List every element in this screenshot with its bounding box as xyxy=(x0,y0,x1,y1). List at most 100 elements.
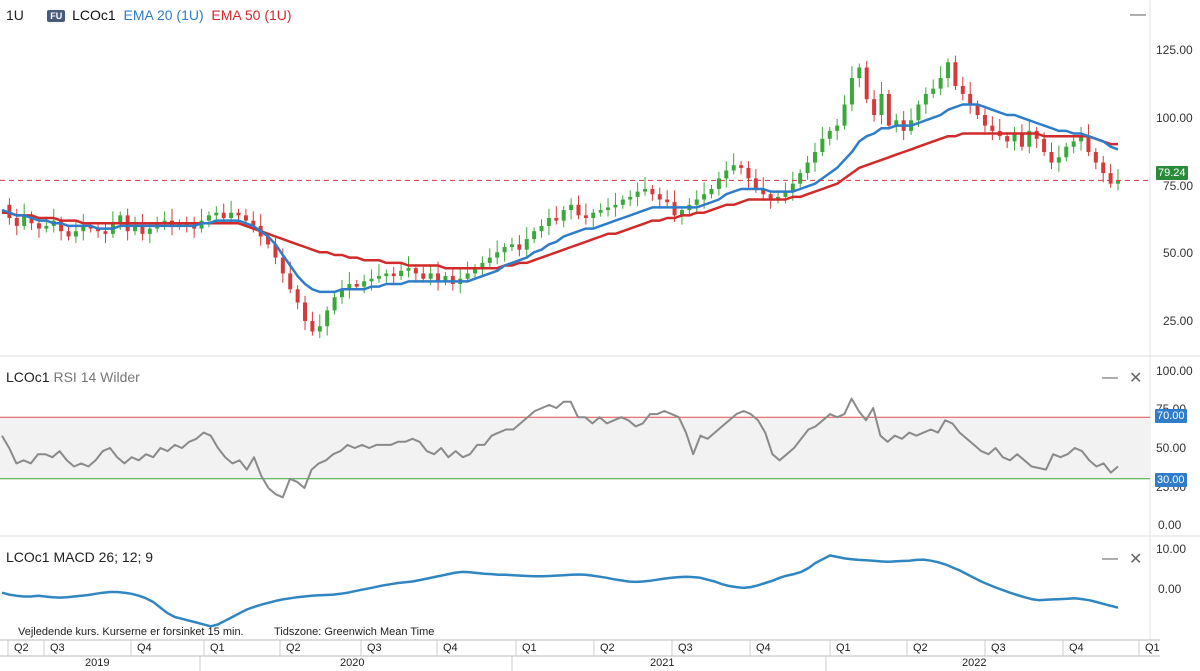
x-year-label: 2020 xyxy=(340,657,365,669)
main-ytick: 25.00 xyxy=(1163,314,1194,328)
candle-body xyxy=(502,247,507,253)
candle-body xyxy=(443,276,448,282)
candle-body xyxy=(118,215,123,224)
candle-body xyxy=(1049,152,1054,163)
candle-body xyxy=(140,225,145,234)
rsi-line xyxy=(1,397,1119,499)
candle-body xyxy=(480,262,485,269)
candle-body xyxy=(325,310,330,327)
candle-body xyxy=(88,225,93,229)
macd-minimize-icon[interactable]: — xyxy=(1102,550,1118,567)
candle-body xyxy=(753,178,758,189)
candle-body xyxy=(362,281,367,287)
candle-body xyxy=(436,273,441,282)
candle-body xyxy=(1071,141,1076,147)
candle-body xyxy=(221,212,226,218)
candle-body xyxy=(613,204,618,208)
candle-body xyxy=(1086,136,1091,152)
main-ytick: 50.00 xyxy=(1163,246,1194,260)
candle-body xyxy=(709,188,714,195)
main-minimize-icon[interactable]: — xyxy=(1130,6,1146,23)
macd-indicator-label[interactable]: MACD 26; 12; 9 xyxy=(53,549,154,565)
candle-body xyxy=(650,188,655,195)
candle-body xyxy=(391,273,396,277)
candle-body xyxy=(820,138,825,152)
x-quarter-label: Q1 xyxy=(1145,642,1160,654)
candle-body xyxy=(1056,157,1061,163)
candle-body xyxy=(14,218,19,226)
main-ytick: 100.00 xyxy=(1156,111,1193,125)
candle-body xyxy=(465,273,470,279)
candle-body xyxy=(73,231,78,237)
timezone-label: Tidszone: Greenwich Mean Time xyxy=(274,626,435,638)
candle-body xyxy=(184,223,189,226)
period-label[interactable]: 1U xyxy=(6,7,24,23)
candle-body xyxy=(280,257,285,274)
candle-body xyxy=(354,284,359,287)
candle-body xyxy=(879,93,884,116)
x-quarter-label: Q1 xyxy=(522,642,537,654)
candle-body xyxy=(1116,181,1120,184)
candle-body xyxy=(842,104,847,126)
candle-body xyxy=(1093,152,1098,163)
candle-body xyxy=(694,199,699,205)
delay-disclaimer: Vejledende kurs. Kurserne er forsinket 1… xyxy=(18,626,244,638)
x-quarter-label: Q4 xyxy=(1069,642,1084,654)
candle-body xyxy=(243,215,248,221)
macd-close-icon[interactable]: ✕ xyxy=(1129,551,1143,568)
ema20-legend[interactable]: EMA 20 (1U) xyxy=(123,7,204,23)
rsi-ytick: 100.00 xyxy=(1156,364,1193,378)
candle-body xyxy=(569,204,574,211)
symbol-label[interactable]: LCOc1 xyxy=(72,7,116,23)
x-quarter-label: Q3 xyxy=(367,642,382,654)
candle-body xyxy=(679,210,684,216)
candle-body xyxy=(1064,146,1069,158)
candle-body xyxy=(59,220,64,232)
macd-ytick: 10.00 xyxy=(1156,542,1187,556)
rsi-upper-label: 70.00 xyxy=(1155,409,1187,423)
macd-symbol[interactable]: LCOc1 xyxy=(6,549,50,565)
candle-body xyxy=(953,62,958,86)
x-quarter-label: Q3 xyxy=(991,642,1006,654)
x-year-label: 2022 xyxy=(962,657,987,669)
candle-body xyxy=(399,270,404,277)
candle-body xyxy=(916,104,921,121)
candle-body xyxy=(591,212,596,218)
candle-body xyxy=(827,130,832,139)
ema50-legend[interactable]: EMA 50 (1U) xyxy=(211,7,292,23)
candle-body xyxy=(310,320,315,332)
rsi-ytick: 0.00 xyxy=(1158,518,1182,532)
candle-body xyxy=(44,225,49,229)
candle-body xyxy=(266,236,271,245)
candle-body xyxy=(524,239,529,250)
symbol-badge: FU xyxy=(47,10,66,22)
candle-body xyxy=(982,115,987,126)
candle-body xyxy=(960,86,965,94)
candle-body xyxy=(303,302,308,321)
candle-body xyxy=(657,194,662,200)
candle-body xyxy=(495,252,500,258)
rsi-minimize-icon[interactable]: — xyxy=(1102,369,1118,386)
x-quarter-label: Q2 xyxy=(286,642,301,654)
rsi-indicator-label[interactable]: RSI 14 Wilder xyxy=(53,369,140,385)
candle-body xyxy=(450,276,455,284)
candle-body xyxy=(1042,138,1047,152)
rsi-band xyxy=(0,417,1150,479)
candle-body xyxy=(606,207,611,211)
candle-body xyxy=(783,191,788,197)
candle-body xyxy=(22,215,27,226)
candle-body xyxy=(946,62,951,79)
candle-body xyxy=(635,191,640,197)
macd-legend: LCOc1 MACD 26; 12; 9 xyxy=(6,549,153,565)
candle-body xyxy=(347,284,352,290)
candle-body xyxy=(473,268,478,274)
main-ytick: 125.00 xyxy=(1156,43,1193,57)
candle-body xyxy=(532,231,537,240)
candle-body xyxy=(938,78,943,89)
candle-body xyxy=(642,188,647,192)
rsi-symbol[interactable]: LCOc1 xyxy=(6,369,50,385)
candle-body xyxy=(1019,133,1024,147)
rsi-close-icon[interactable]: ✕ xyxy=(1129,370,1143,387)
candle-body xyxy=(162,220,167,224)
